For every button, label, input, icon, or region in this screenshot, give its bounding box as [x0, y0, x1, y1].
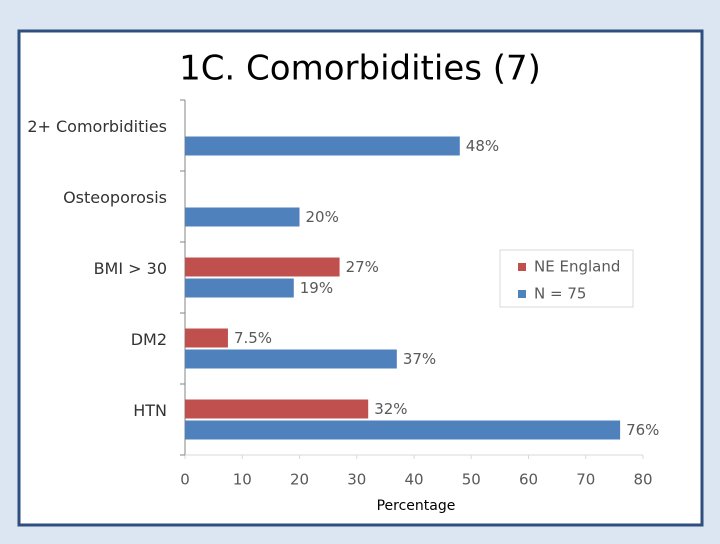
y-tick-label: BMI > 30 — [94, 259, 167, 278]
legend-label: NE England — [534, 258, 620, 276]
x-tick-label: 0 — [180, 471, 190, 489]
legend-swatch — [518, 290, 526, 298]
y-tick-label: HTN — [133, 401, 167, 420]
bar — [185, 328, 228, 348]
y-tick-label: Osteoporosis — [63, 188, 167, 207]
x-tick-label: 30 — [347, 471, 366, 489]
legend-swatch — [518, 263, 526, 271]
legend-label: N = 75 — [534, 285, 586, 303]
bar — [185, 136, 460, 156]
value-label: 7.5% — [234, 329, 272, 347]
legend-box — [499, 249, 634, 308]
x-tick-label: 80 — [633, 471, 652, 489]
value-label: 27% — [346, 258, 379, 276]
x-tick-label: 20 — [290, 471, 309, 489]
value-label: 37% — [403, 350, 436, 368]
value-label: 20% — [306, 208, 339, 226]
x-tick-label: 60 — [519, 471, 538, 489]
value-label: 48% — [466, 137, 499, 155]
bar — [185, 207, 300, 227]
x-axis-label: Percentage — [377, 498, 456, 514]
value-label: 32% — [374, 400, 407, 418]
chart-title: 1C. Comorbidities (7) — [179, 49, 541, 89]
x-tick-label: 50 — [462, 471, 481, 489]
x-tick-label: 70 — [576, 471, 595, 489]
bar — [185, 349, 397, 369]
x-tick-label: 10 — [233, 471, 252, 489]
bar — [185, 278, 294, 298]
y-tick-label: DM2 — [131, 330, 167, 349]
bar — [185, 420, 621, 440]
y-tick-label: 2+ Comorbidities — [27, 117, 167, 136]
value-label: 76% — [626, 421, 659, 439]
value-label: 19% — [300, 279, 333, 297]
bar — [185, 257, 340, 277]
bar — [185, 399, 369, 419]
x-tick-label: 40 — [404, 471, 423, 489]
